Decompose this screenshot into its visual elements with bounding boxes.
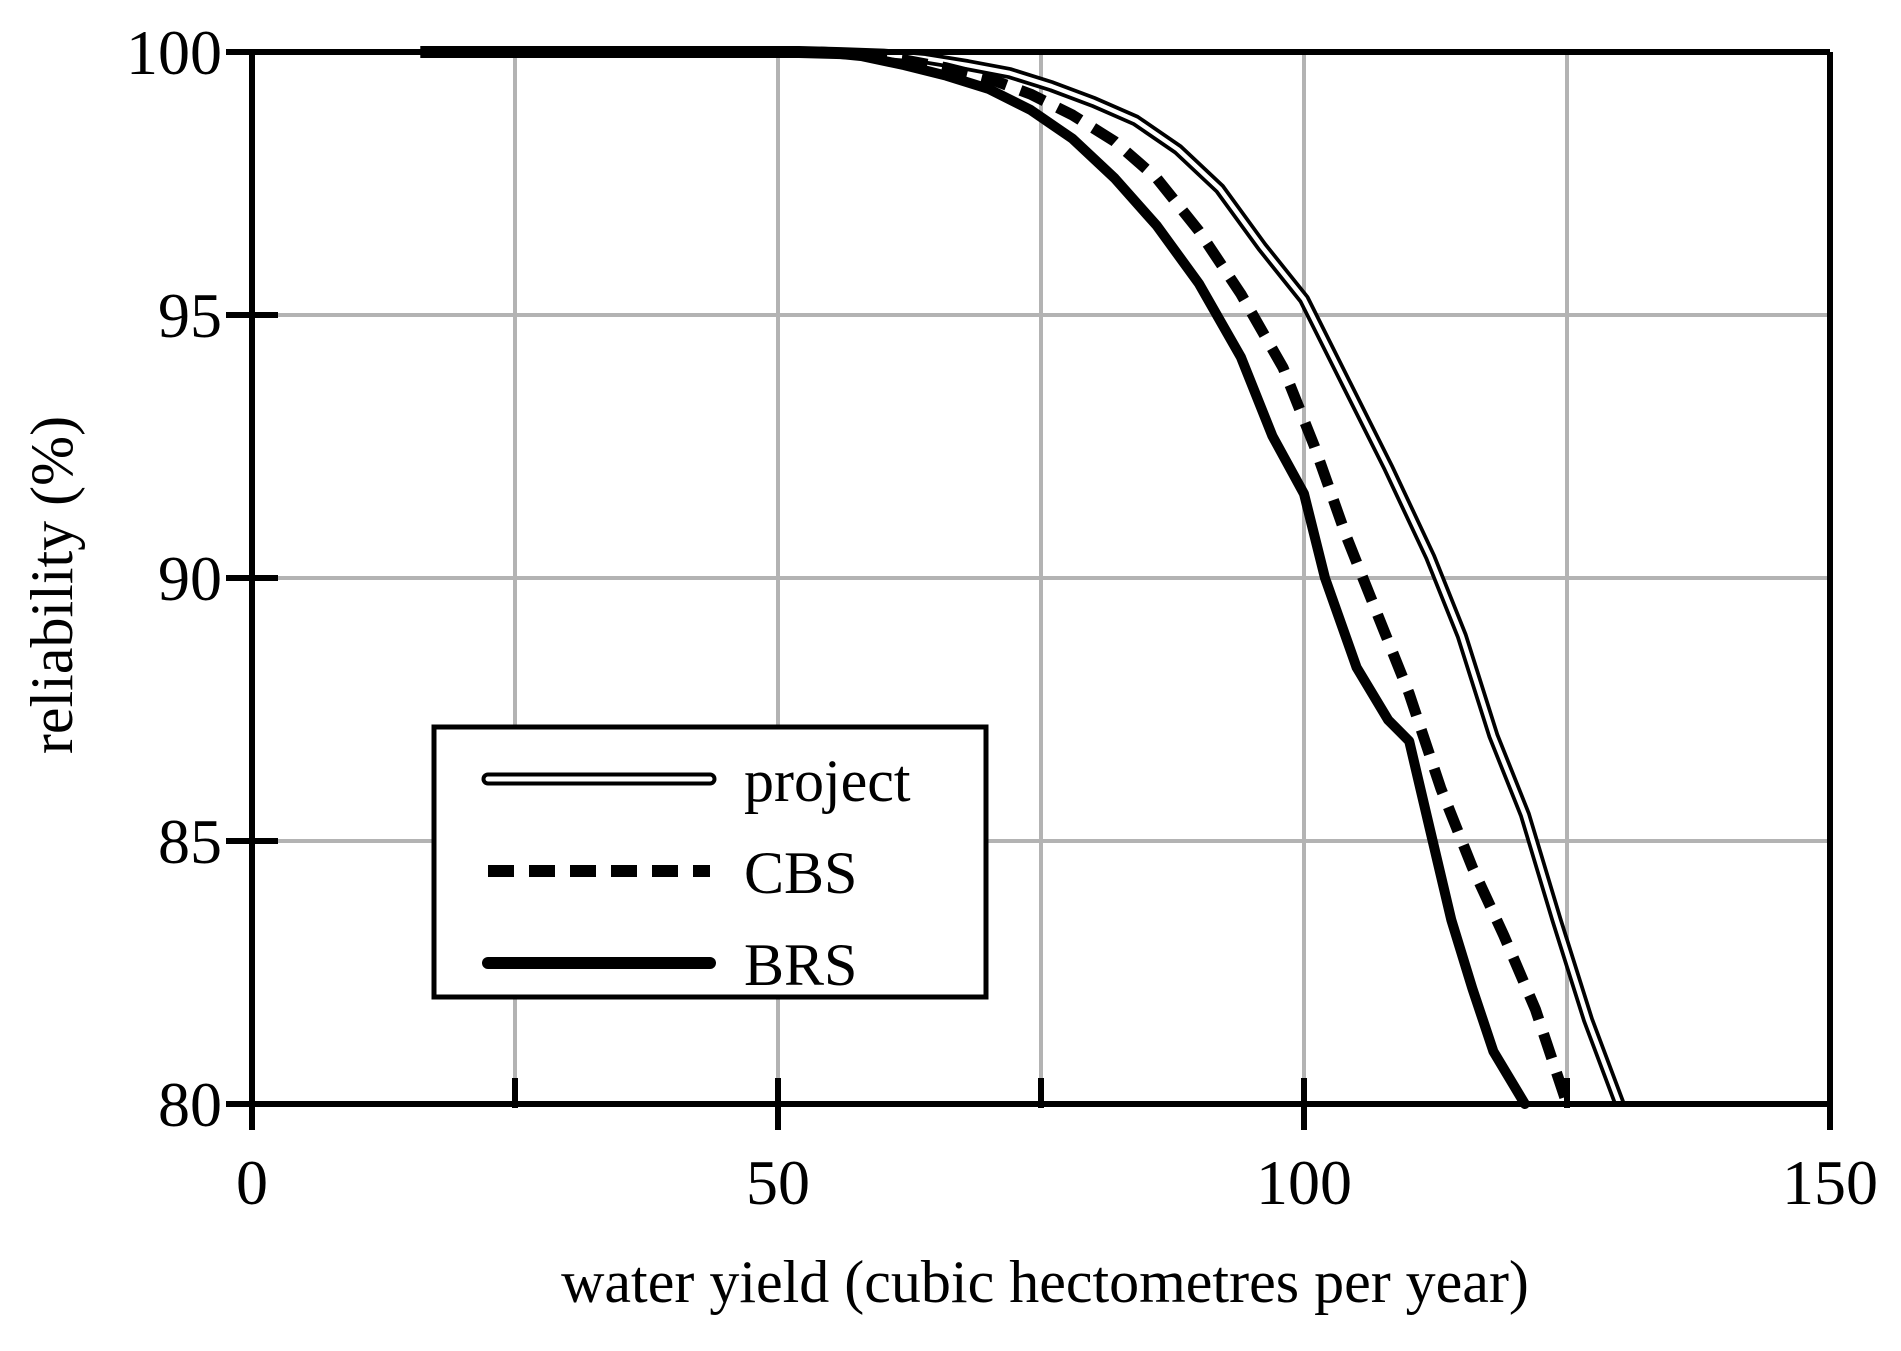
legend-item-project: project (481, 748, 911, 814)
x-tick-label-0: 0 (236, 1147, 268, 1218)
legend-label-project: project (744, 748, 911, 814)
series-brs (815, 47, 1530, 1109)
series-brs-line (815, 47, 1530, 1109)
y-tick-label-90: 90 (158, 543, 222, 614)
y-tick-label-80: 80 (158, 1069, 222, 1140)
x-tick-label-50: 50 (746, 1147, 810, 1218)
legend-item-cbs: CBS (488, 840, 857, 906)
ticks-layer: 0 50 100 150 80 85 90 95 100 (126, 17, 1878, 1218)
x-axis-title: water yield (cubic hectometres per year) (561, 1249, 1529, 1315)
legend-box (431, 724, 989, 1000)
y-tick-label-95: 95 (158, 280, 222, 351)
y-tick-label-100: 100 (126, 17, 222, 88)
legend: project CBS BRS (431, 724, 989, 1000)
y-axis-title: reliability (%) (19, 416, 85, 754)
series-cbs (819, 46, 1573, 1106)
y-tick-label-85: 85 (158, 806, 222, 877)
x-tick-label-150: 150 (1782, 1147, 1878, 1218)
series-cbs-line (819, 46, 1573, 1106)
x-tick-label-100: 100 (1256, 1147, 1352, 1218)
legend-label-cbs: CBS (744, 840, 857, 906)
legend-label-brs: BRS (744, 932, 857, 998)
legend-item-brs: BRS (482, 932, 857, 998)
